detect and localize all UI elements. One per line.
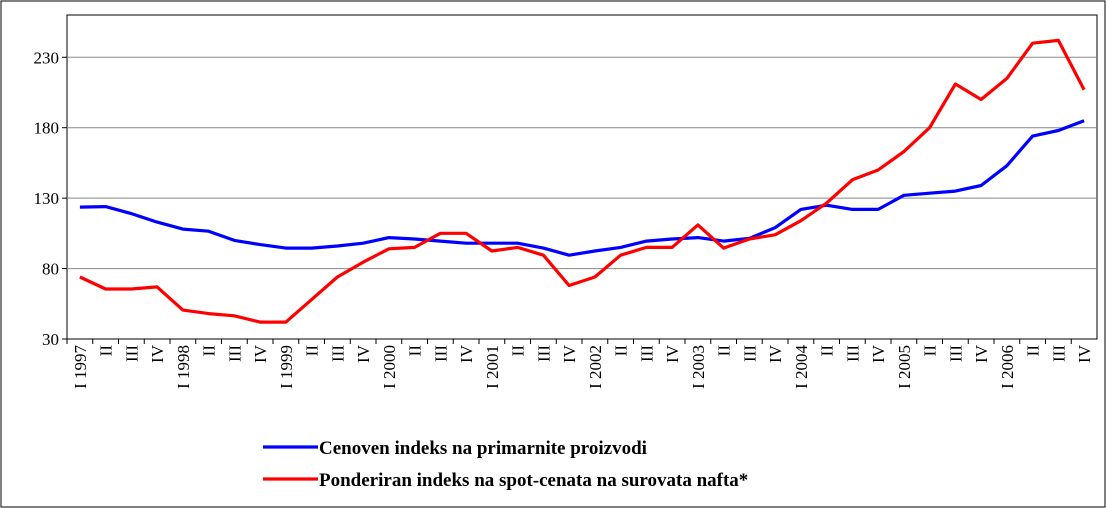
x-tick-label: I 2002 — [586, 345, 605, 389]
y-tick-label: 180 — [34, 119, 60, 138]
x-tick-label: IV — [869, 344, 888, 363]
x-tick-label: II — [200, 345, 219, 357]
x-tick-label: I 1998 — [174, 345, 193, 389]
series-line — [79, 38, 1086, 324]
x-tick-label: IV — [766, 344, 785, 363]
series-line — [79, 119, 1085, 257]
x-tick-label: II — [97, 345, 116, 357]
x-tick-label: IV — [354, 344, 373, 363]
x-tick-label: II — [303, 345, 322, 357]
plot-area — [66, 14, 1098, 340]
x-tick-label: III — [843, 345, 862, 362]
x-tick-label: I 2006 — [998, 345, 1017, 389]
x-tick-label: I 2000 — [380, 345, 399, 389]
x-tick-label: III — [534, 345, 553, 362]
x-tick-label: III — [946, 345, 965, 362]
x-tick-label: I 1999 — [277, 345, 296, 389]
x-tick-label: III — [431, 345, 450, 362]
x-tick-label: II — [406, 345, 425, 357]
x-tick-label: IV — [663, 344, 682, 363]
x-tick-label: IV — [148, 344, 167, 363]
x-tick-label: III — [1049, 345, 1068, 362]
x-tick-label: IV — [251, 344, 270, 363]
x-tick-label: IV — [972, 344, 991, 363]
x-tick-label: II — [715, 345, 734, 357]
x-tick-label: II — [509, 345, 528, 357]
x-tick-label: IV — [457, 344, 476, 363]
legend-label: Ponderiran indeks na spot-cenata na suro… — [319, 470, 748, 491]
x-tick-label: III — [637, 345, 656, 362]
x-tick-label: I 2003 — [689, 345, 708, 389]
legend-label: Cenoven indeks na primarnite proizvodi — [319, 438, 647, 459]
x-tick-label: IV — [1075, 344, 1094, 363]
y-tick-label: 230 — [34, 48, 60, 67]
x-tick-label: IV — [560, 344, 579, 363]
x-tick-label: II — [1024, 345, 1043, 357]
x-tick-label: III — [328, 345, 347, 362]
y-tick-label: 80 — [42, 260, 59, 279]
x-tick-label: II — [612, 345, 631, 357]
x-tick-label: I 1997 — [71, 345, 90, 389]
x-tick-label: III — [740, 345, 759, 362]
y-tick-label: 30 — [42, 330, 59, 349]
x-tick-label: III — [225, 345, 244, 362]
x-tick-label: I 2004 — [792, 345, 811, 389]
x-tick-label: I 2001 — [483, 345, 502, 389]
x-tick-label: III — [122, 345, 141, 362]
x-tick-label: II — [818, 345, 837, 357]
y-tick-label: 130 — [34, 189, 60, 208]
x-tick-label: II — [921, 345, 940, 357]
x-tick-label: I 2005 — [895, 345, 914, 389]
